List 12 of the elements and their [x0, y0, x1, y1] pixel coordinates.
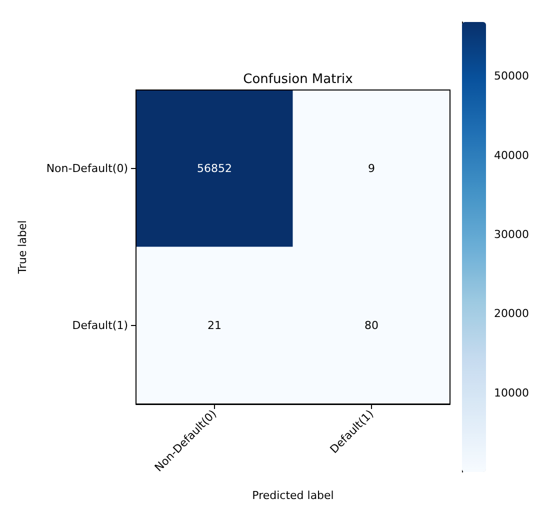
data-label: 56852	[197, 162, 232, 175]
data-label: 80	[364, 319, 378, 332]
color-bar-label: 50000	[494, 70, 529, 83]
color-bar-label: 10000	[494, 386, 529, 400]
chart-title: Confusion Matrix	[243, 72, 354, 87]
x-axis-title: Predicted label	[252, 489, 334, 502]
data-label: 21	[208, 319, 222, 332]
color-bar-label: 20000	[494, 307, 529, 320]
color-bar-label: 30000	[494, 228, 529, 242]
data-label: 9	[368, 162, 375, 175]
y-axis-title: True label	[16, 220, 29, 275]
color-bar-label: 40000	[494, 148, 529, 162]
